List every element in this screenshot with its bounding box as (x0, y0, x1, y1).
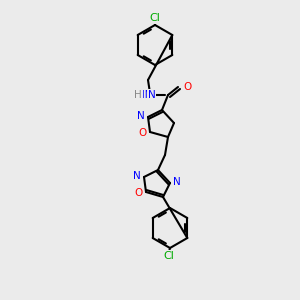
Text: N: N (133, 171, 141, 181)
Text: H: H (134, 90, 142, 100)
Text: O: O (183, 82, 191, 92)
Text: N: N (173, 177, 181, 187)
Text: HN: HN (137, 90, 153, 100)
Text: O: O (135, 188, 143, 198)
Text: N: N (137, 111, 145, 121)
Text: O: O (139, 128, 147, 138)
Text: Cl: Cl (150, 13, 160, 23)
Text: Cl: Cl (164, 251, 174, 261)
Text: N: N (148, 90, 156, 100)
